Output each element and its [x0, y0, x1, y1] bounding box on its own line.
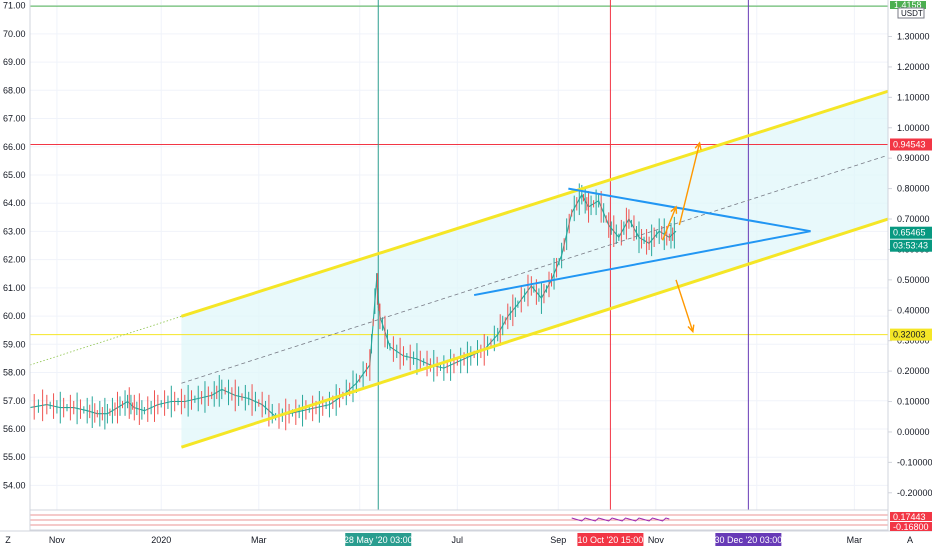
price-tag-label: 03:53:43: [893, 241, 928, 251]
left-axis-tick-label: 56.00: [3, 424, 26, 434]
date-marker-label: 30 Dec '20 03:00: [714, 535, 782, 545]
projection-arrowhead: [687, 324, 695, 334]
right-axis-tick-label: 0.20000: [897, 366, 930, 376]
x-axis[interactable]: Nov2020MarMayJulSepNovJanMar28 May '20 0…: [0, 530, 932, 546]
oscillator-line: [571, 517, 670, 522]
currency-label: USDT: [901, 9, 923, 18]
left-axis-tick-label: 67.00: [3, 114, 26, 124]
price-tag-box: [890, 226, 932, 239]
drawings: [29, 89, 889, 449]
x-axis-tick-label: 2020: [151, 535, 171, 545]
price-tag-label: 0.32003: [893, 330, 926, 340]
oscillator-tag-label: -0.16800: [893, 522, 929, 532]
triangle-bottom-line: [473, 230, 811, 297]
right-axis-tick-label: -0.20000: [897, 488, 932, 498]
date-marker-tag: [715, 533, 782, 546]
date-marker-label: 10 Oct '20 15:00: [578, 535, 644, 545]
x-axis-tick-label: Mar: [251, 535, 267, 545]
right-axis-tick-label: 1.00000: [897, 123, 930, 133]
projection-arrowhead: [670, 205, 678, 214]
left-axis-tick-label: 54.00: [3, 480, 26, 490]
right-axis-tick-label: 1.30000: [897, 32, 930, 42]
right-axis-tick-label: 0.50000: [897, 275, 930, 285]
left-axis-tick-label: 62.00: [3, 255, 26, 265]
price-tag-label: 0.65465: [893, 228, 926, 238]
channel-upper-line: [180, 89, 889, 318]
right-axis-tick-label: 0.30000: [897, 336, 930, 346]
left-axis-tick-label: 68.00: [3, 85, 26, 95]
left-axis-tick-label: 57.00: [3, 396, 26, 406]
channel-mid-line: [181, 154, 889, 384]
left-axis-tick-label: 58.00: [3, 368, 26, 378]
left-axis-tick-label: 64.00: [3, 198, 26, 208]
oscillator-tag-box: [890, 512, 932, 521]
projection-arrow: [678, 142, 701, 226]
left-axis: 71.00 70.00 69.00 68.00 67.00 66.00 65.00 64.00…: [3, 0, 31, 530]
horizontal-lines: [30, 5, 888, 336]
right-axis-tick-label: 0.90000: [897, 153, 930, 163]
price-tag-box: [890, 328, 932, 341]
left-axis-tick-label: 60.00: [3, 311, 26, 321]
left-axis-tick-label: 70.00: [3, 29, 26, 39]
price-tag-box: [890, 138, 932, 151]
left-axis-tick-label: 59.00: [3, 339, 26, 349]
right-axis-tick-label: 0.10000: [897, 397, 930, 407]
oscillator-tag-box: [890, 522, 932, 531]
right-axis-tick-label: 1.20000: [897, 62, 930, 72]
x-axis-tick-label: Sep: [550, 535, 566, 545]
left-axis-tick-label: 66.00: [3, 142, 26, 152]
left-axis-tick-label: 65.00: [3, 170, 26, 180]
top-price-tag-value: 1.4158: [894, 0, 922, 10]
oscillator-pane: [29, 509, 889, 531]
currency-box: [897, 7, 925, 19]
top-price-tag-box: [890, 1, 926, 9]
x-axis-tick-label: Nov: [49, 535, 66, 545]
date-marker-tag: [577, 533, 644, 546]
projection-arrowhead: [694, 141, 702, 150]
left-axis-tick-label: 69.00: [3, 57, 26, 67]
left-axis-tick-label: 61.00: [3, 283, 26, 293]
x-axis-tick-label: Mar: [847, 535, 863, 545]
oscillator-tag-label: 0.17443: [893, 512, 926, 522]
right-axis-tick-label: 0.40000: [897, 305, 930, 315]
projection-arrow: [675, 279, 694, 332]
zoom-button: Z: [5, 535, 11, 545]
right-axis-tick-label: 0.80000: [897, 184, 930, 194]
left-axis-tick-label: 63.00: [3, 226, 26, 236]
projection-arrow: [661, 206, 677, 241]
date-marker-label: 28 May '20 03:00: [344, 535, 413, 545]
price-tag-label: 0.94543: [893, 139, 926, 149]
right-axis-tick-label: 0.70000: [897, 214, 930, 224]
right-axis-tick-label: 0.00000: [897, 427, 930, 437]
right-axis[interactable]: 1.30000 1.20000 1.10000 1.00000 0.90000 0.800…: [887, 0, 932, 530]
channel-lower-line: [180, 217, 889, 449]
auto-scale-button: A: [907, 535, 913, 545]
triangle-top-line: [568, 187, 811, 233]
left-axis-tick-label: 71.00: [3, 1, 26, 11]
right-axis-tick-label: -0.10000: [897, 457, 932, 467]
date-marker-tag: [345, 533, 412, 546]
left-axis-tick-label: 55.00: [3, 452, 26, 462]
right-axis-tick-label: 1.10000: [897, 92, 930, 102]
price-tag-box: [890, 239, 932, 252]
x-axis-tick-label: Jul: [452, 535, 464, 545]
x-axis-tick-label: Nov: [648, 535, 665, 545]
